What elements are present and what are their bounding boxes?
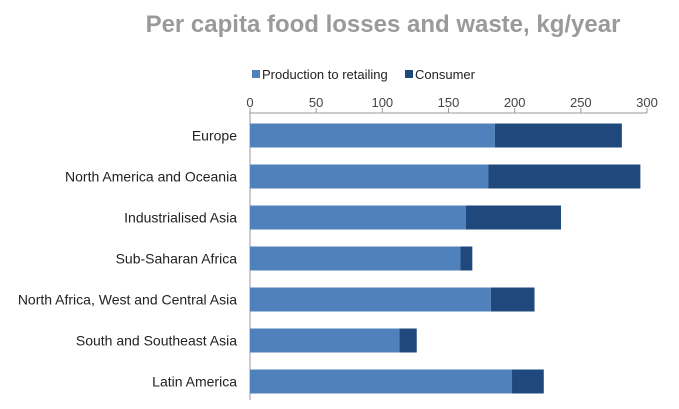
- bar-0-1: [250, 164, 489, 189]
- bar-1-6: [512, 369, 544, 394]
- bar-1-0: [494, 123, 622, 148]
- x-tick-label-1: 50: [309, 95, 323, 110]
- bar-0-6: [250, 369, 513, 394]
- category-label-4: North Africa, West and Central Asia: [18, 292, 237, 308]
- bar-0-3: [250, 246, 461, 271]
- bars: [250, 123, 641, 394]
- y-axis: Europe North America and Oceania Industria…: [18, 113, 251, 400]
- x-tick-label-2: 100: [371, 95, 393, 110]
- category-label-5: South and Southeast Asia: [76, 333, 237, 349]
- legend: Production to retailing Consumer: [252, 67, 476, 82]
- legend-label-1: Consumer: [415, 67, 476, 82]
- bar-0-5: [250, 328, 400, 353]
- bar-1-3: [460, 246, 473, 271]
- bar-1-2: [465, 205, 561, 230]
- legend-swatch-0: [252, 70, 260, 78]
- legend-label-0: Production to retailing: [262, 67, 388, 82]
- category-label-1: North America and Oceania: [65, 169, 237, 185]
- category-label-3: Sub-Saharan Africa: [116, 251, 238, 267]
- category-label-6: Latin America: [152, 374, 237, 390]
- bar-0-2: [250, 205, 466, 230]
- category-label-0: Europe: [192, 128, 237, 144]
- bar-1-5: [399, 328, 417, 353]
- bar-1-4: [490, 287, 535, 312]
- legend-swatch-1: [405, 70, 413, 78]
- category-label-2: Industrialised Asia: [124, 210, 237, 226]
- chart-title: Per capita food losses and waste, kg/yea…: [146, 11, 621, 38]
- x-tick-label-4: 200: [504, 95, 526, 110]
- bar-0-4: [250, 287, 491, 312]
- bar-0-0: [250, 123, 495, 148]
- x-tick-label-5: 250: [570, 95, 592, 110]
- x-tick-label-0: 0: [246, 95, 253, 110]
- bar-1-1: [488, 164, 641, 189]
- x-tick-label-3: 150: [438, 95, 460, 110]
- x-tick-label-6: 300: [636, 95, 658, 110]
- x-axis: 0 50 100 150 200 250 300: [246, 95, 658, 114]
